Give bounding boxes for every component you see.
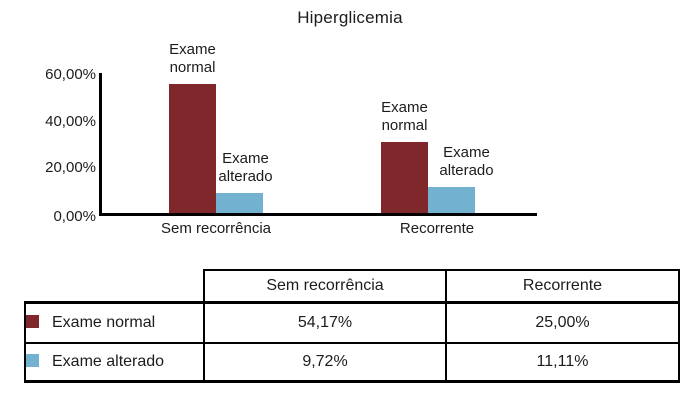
table-row-exame-normal: Exame normal 54,17% 25,00%	[24, 301, 680, 344]
table-row-exame-alterado: Exame alterado 9,72% 11,11%	[24, 342, 680, 383]
category-label-recorrente: Recorrente	[399, 220, 475, 237]
row-label-exame-alterado: Exame alterado	[52, 353, 165, 370]
table-header-recorrente: Recorrente	[445, 269, 680, 304]
y-tick-label-0: 0,00%	[53, 208, 96, 225]
value-cell-alterado-sem-recorrencia: 9,72%	[203, 342, 447, 383]
table-header-sem-recorrencia: Sem recorrência	[203, 269, 447, 304]
x-axis-line	[99, 213, 537, 216]
legend-swatch-exame-alterado	[26, 354, 39, 367]
value-cell-alterado-recorrente: 11,11%	[445, 342, 680, 383]
value-cell-normal-recorrente: 25,00%	[445, 301, 680, 344]
legend-swatch-exame-normal	[26, 315, 39, 328]
bar-label-exame-alterado-recorrente: Exame alterado	[439, 144, 494, 179]
table-header-row: Sem recorrência Recorrente	[25, 269, 680, 304]
row-label-exame-normal: Exame normal	[52, 314, 156, 331]
chart-title: Hiperglicemia	[297, 8, 403, 27]
y-tick-label-20: 20,00%	[45, 159, 96, 177]
row-label-cell: Exame alterado	[24, 342, 205, 383]
bar-exame-normal-sem-recorrencia	[169, 84, 216, 213]
y-axis-line	[99, 73, 102, 216]
value-cell-normal-sem-recorrencia: 54,17%	[203, 301, 447, 344]
bar-exame-alterado-sem-recorrencia	[216, 193, 263, 213]
bar-label-exame-alterado-sem-recorrencia: Exame alterado	[218, 150, 273, 185]
bar-exame-alterado-recorrente	[428, 187, 475, 213]
bar-label-exame-normal-sem-recorrencia: Exame normal	[169, 41, 216, 76]
y-tick-label-60: 60,00%	[45, 66, 96, 83]
data-table: Sem recorrência Recorrente Exame normal …	[24, 269, 680, 383]
row-label-cell: Exame normal	[24, 301, 205, 344]
table-corner-cell	[25, 270, 205, 304]
y-tick-label-40: 40,00%	[45, 112, 96, 130]
category-label-sem-recorrencia: Sem recorrência	[160, 220, 272, 237]
bar-label-exame-normal-recorrente: Exame normal	[381, 99, 428, 134]
bar-exame-normal-recorrente	[381, 142, 428, 213]
